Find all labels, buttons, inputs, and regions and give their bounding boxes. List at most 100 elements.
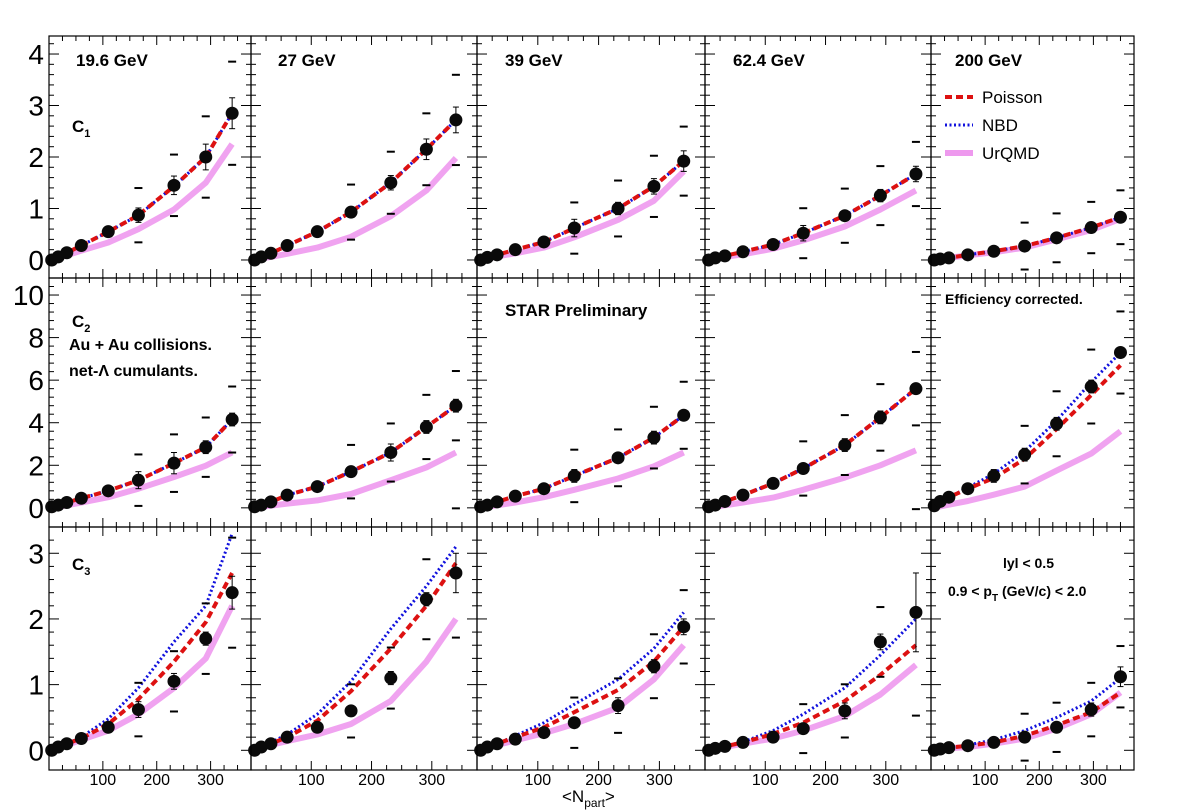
legend: Poisson NBD UrQMD — [945, 88, 1042, 163]
data-point — [101, 225, 115, 239]
data-point — [1018, 239, 1032, 253]
x-tick-label: 200 — [143, 772, 170, 789]
panel-0-4 — [927, 35, 1135, 279]
data-point — [736, 735, 750, 749]
legend-urqmd-label: UrQMD — [982, 144, 1040, 163]
cut-pt: 0.9 < pT (GeV/c) < 2.0 — [948, 583, 1087, 604]
y-tick-label: 1 — [28, 670, 44, 701]
data-point — [942, 251, 956, 265]
data-point — [449, 399, 463, 413]
data-point — [101, 484, 115, 498]
y-tick-label: 6 — [28, 365, 44, 396]
data-point — [199, 440, 213, 454]
y-tick-label: 4 — [28, 408, 44, 439]
y-tick-label: 10 — [13, 280, 44, 311]
data-point — [131, 208, 145, 222]
data-point — [708, 251, 722, 265]
data-point — [449, 566, 463, 580]
data-point — [280, 730, 294, 744]
data-point — [796, 226, 810, 240]
data-point — [384, 176, 398, 190]
y-tick-label: 0 — [28, 735, 44, 766]
poisson-line — [253, 561, 458, 753]
panel-1-1 — [248, 277, 478, 528]
row-label-c3: C3 — [72, 555, 90, 578]
data-point — [838, 438, 852, 452]
panel-1-0 — [45, 277, 252, 528]
x-tick-label: 200 — [358, 772, 385, 789]
y-tick-label: 2 — [28, 142, 44, 173]
data-point — [1050, 720, 1064, 734]
data-point — [384, 671, 398, 685]
data-point — [567, 716, 581, 730]
data-point — [1113, 210, 1127, 224]
urqmd-band — [933, 428, 1123, 511]
data-point — [987, 244, 1001, 258]
data-point — [1113, 345, 1127, 359]
panel-2-4 — [927, 526, 1135, 771]
data-point — [508, 489, 522, 503]
x-tick-label: 200 — [812, 772, 839, 789]
data-point — [537, 482, 551, 496]
data-point — [909, 382, 923, 396]
data-point — [480, 250, 494, 264]
data-point — [101, 720, 115, 734]
data-point — [310, 480, 324, 494]
y-tick-label: 2 — [28, 450, 44, 481]
data-point — [766, 238, 780, 252]
data-point — [611, 451, 625, 465]
data-point — [60, 246, 74, 260]
data-point — [796, 722, 810, 736]
x-tick-label: 300 — [418, 772, 445, 789]
data-point — [1018, 730, 1032, 744]
panel-frame — [704, 35, 932, 279]
row-label-c2: C2 — [72, 312, 90, 335]
x-tick-label: 200 — [1026, 772, 1053, 789]
row-label-c1: C1 — [72, 117, 90, 140]
data-point — [508, 243, 522, 257]
note-text: Efficiency corrected. — [945, 291, 1083, 307]
data-point — [344, 704, 358, 718]
status-text: STAR Preliminary — [505, 301, 648, 320]
x-axis-title: <Npart> — [562, 787, 615, 810]
data-point — [199, 150, 213, 164]
data-point — [909, 605, 923, 619]
data-point — [987, 469, 1001, 483]
data-point — [1113, 670, 1127, 684]
data-point — [838, 704, 852, 718]
panel-0-0 — [45, 35, 252, 279]
x-tick-label: 100 — [972, 772, 999, 789]
data-point — [199, 632, 213, 646]
y-tick-label: 0 — [28, 493, 44, 524]
data-point — [677, 408, 691, 422]
data-point — [419, 142, 433, 156]
data-point — [942, 490, 956, 504]
data-point — [838, 209, 852, 223]
data-point — [225, 413, 239, 427]
panel-frame — [476, 526, 706, 771]
panel-0-2 — [474, 35, 706, 279]
x-tick-label: 200 — [585, 772, 612, 789]
data-point — [280, 488, 294, 502]
data-point — [490, 495, 504, 509]
panel-1-3 — [702, 277, 932, 528]
energy-label-62: 62.4 GeV — [733, 51, 805, 70]
data-point — [537, 235, 551, 249]
x-tick-label: 300 — [197, 772, 224, 789]
data-point — [167, 178, 181, 192]
y-tick-label: 8 — [28, 323, 44, 354]
data-point — [508, 732, 522, 746]
data-point — [677, 154, 691, 168]
data-point — [419, 420, 433, 434]
data-point — [718, 494, 732, 508]
data-point — [344, 465, 358, 479]
data-point — [1084, 380, 1098, 394]
poisson-line — [708, 643, 918, 753]
data-point — [1050, 231, 1064, 245]
data-point — [264, 495, 278, 509]
panel-frame — [930, 526, 1135, 771]
data-point — [909, 167, 923, 181]
y-tick-label: 0 — [28, 245, 44, 276]
